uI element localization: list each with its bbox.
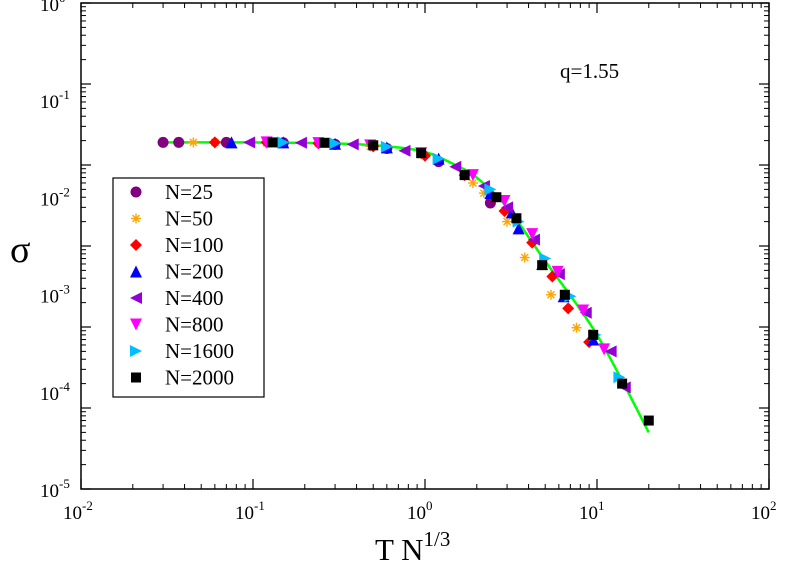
data-points [157, 136, 654, 426]
point-n-800 [498, 194, 511, 207]
point-n-1600 [380, 140, 393, 153]
legend-marker-n-1600 [130, 345, 142, 357]
point-n-50 [519, 252, 530, 263]
legend-label-n-200: N=200 [165, 260, 224, 284]
legend-marker-n-400 [130, 292, 142, 304]
y-tick-labels: 10-5 10-4 10-3 10-2 10-1 100 [40, 0, 70, 502]
point-n-2000 [368, 140, 379, 151]
point-n-2000 [559, 289, 570, 300]
point-n-400 [294, 136, 307, 149]
axis-ticks [80, 2, 770, 490]
point-n-2000 [267, 137, 278, 148]
point-n-100 [562, 302, 575, 315]
point-n-800 [577, 304, 590, 317]
legend-label-n-50: N=50 [165, 207, 213, 231]
point-n-800 [551, 265, 564, 278]
point-n-400 [243, 136, 256, 149]
x-tick-labels: 10-2 10-1 100 101 102 [63, 498, 777, 524]
legend-label-n-100: N=100 [165, 233, 224, 257]
point-n-400 [579, 306, 592, 319]
point-n-400 [527, 233, 540, 246]
point-n-2000 [319, 137, 330, 148]
point-n-100 [208, 136, 221, 149]
point-n-25 [157, 136, 169, 148]
point-n-200 [512, 222, 525, 235]
point-n-1600 [329, 137, 342, 150]
legend-label-n-800: N=800 [165, 313, 224, 337]
point-n-2000 [588, 329, 599, 340]
legend-marker-n-50 [131, 213, 141, 224]
point-n-800 [466, 169, 479, 182]
legend-marker-n-100 [130, 239, 142, 251]
point-n-1600 [613, 371, 626, 384]
point-n-400 [398, 144, 411, 157]
annotation: q=1.55 [560, 59, 619, 83]
point-n-1600 [484, 183, 497, 196]
point-n-50 [571, 322, 582, 333]
point-n-400 [346, 138, 359, 151]
legend-marker-n-200 [130, 265, 142, 278]
x-axis-title-exponent: 1/3 [424, 527, 451, 551]
y-tick-label: 10-3 [40, 282, 70, 308]
legend-label-n-400: N=400 [165, 286, 224, 310]
point-n-2000 [617, 378, 628, 389]
point-n-400 [604, 345, 617, 358]
point-n-800 [598, 343, 611, 356]
legend-marker-n-800 [130, 318, 142, 331]
point-n-800 [526, 228, 539, 241]
legend-marker-n-25 [130, 186, 142, 198]
point-n-2000 [511, 213, 522, 224]
y-tick-label: 10-2 [40, 184, 70, 210]
point-n-50 [188, 137, 199, 148]
point-n-50 [545, 289, 556, 300]
x-axis-title: T N1/3 [375, 527, 450, 567]
point-n-200 [225, 136, 238, 149]
y-tick-label: 10-1 [40, 87, 70, 113]
point-n-2000 [416, 148, 427, 159]
y-tick-label: 100 [40, 0, 66, 16]
y-axis-title: σ [10, 229, 30, 271]
point-n-400 [449, 160, 462, 173]
x-tick-label: 101 [579, 498, 605, 524]
point-n-25 [173, 136, 185, 148]
point-n-400 [501, 201, 514, 214]
x-tick-label: 100 [407, 498, 433, 524]
x-tick-label: 10-1 [235, 498, 265, 524]
point-n-2000 [491, 192, 502, 203]
legend-label-n-25: N=25 [165, 180, 213, 204]
point-n-2000 [537, 260, 548, 271]
x-tick-label: 102 [751, 498, 777, 524]
x-tick-label: 10-2 [63, 498, 93, 524]
point-n-1600 [432, 152, 445, 165]
legend-label-n-1600: N=1600 [165, 339, 234, 363]
y-tick-label: 10-5 [40, 476, 70, 502]
point-n-2000 [459, 170, 470, 181]
point-n-2000 [643, 415, 654, 426]
legend-marker-n-2000 [131, 372, 141, 383]
y-tick-label: 10-4 [40, 379, 70, 405]
point-n-1600 [277, 136, 290, 149]
legend-label-n-2000: N=2000 [165, 366, 234, 390]
legend-box [112, 177, 265, 398]
